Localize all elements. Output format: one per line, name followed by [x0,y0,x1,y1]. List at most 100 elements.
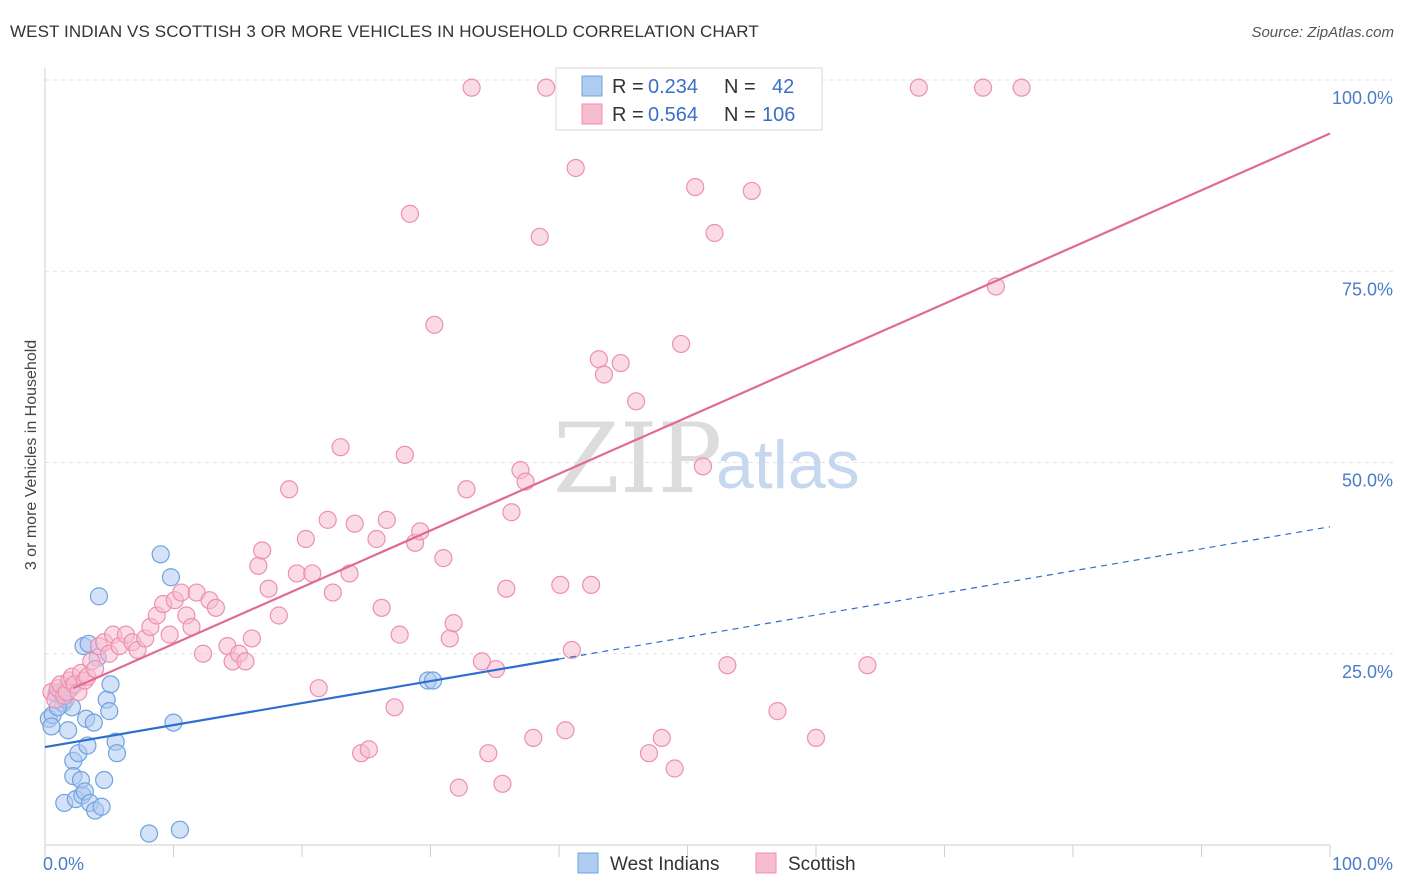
point-scottish [345,514,364,533]
trend-line-west-indians-projected [558,526,1331,660]
point-scottish [425,315,444,334]
point-west-indians [84,713,103,732]
point-scottish [462,78,481,97]
point-scottish [502,503,521,522]
point-scottish [395,445,414,464]
point-scottish [449,778,468,797]
point-west-indians [101,675,120,694]
point-scottish [693,457,713,476]
point-scottish [457,480,476,499]
point-scottish [390,625,409,644]
source-credit: Source: ZipAtlas.com [1251,24,1394,41]
point-west-indians [95,770,114,790]
point-west-indians [100,702,119,721]
point-scottish [377,510,396,529]
x-tick-label-min: 0.0% [43,854,84,874]
legend-n-value-scottish: 106 [762,104,795,126]
point-scottish [236,652,255,671]
watermark-zip: ZIP [553,403,722,515]
point-scottish [160,625,179,644]
y-tick-label-75: 75.0% [1342,279,1393,299]
series-swatch-scottish [755,852,777,874]
y-axis-label: 3 or more Vehicles in Household [23,340,40,570]
legend-r-value-west-indians: 0.234 [648,76,698,98]
y-tick-label-50: 50.0% [1342,471,1393,491]
point-west-indians [164,713,183,732]
legend-r-label-1: R = [612,104,644,126]
legend-swatch-west-indians [581,75,603,97]
legend-r-value-scottish: 0.564 [648,104,698,126]
legend-n-value-west-indians: 42 [772,76,794,98]
point-scottish [249,556,268,575]
point-scottish [287,564,306,583]
point-west-indians [170,820,190,839]
point-scottish [671,334,691,354]
point-scottish [242,629,261,648]
y-tick-label-100: 100.0% [1332,88,1393,108]
point-west-indians [139,824,159,843]
point-scottish [172,583,191,602]
point-scottish [296,529,315,549]
point-scottish [858,656,877,675]
point-scottish [400,204,420,223]
trend-line-west-indians [44,658,560,749]
legend-r-label-0: R = [612,76,644,98]
point-scottish [594,365,614,384]
point-west-indians [42,717,61,736]
chart-title: WEST INDIAN VS SCOTTISH 3 OR MORE VEHICL… [10,22,759,41]
point-scottish [718,656,737,675]
legend: R = 0.234 N = 42 R = 0.564 N = 106 [555,67,823,131]
point-scottish [589,350,608,369]
point-scottish [524,728,543,748]
point-scottish [909,78,928,97]
watermark: ZIP atlas [553,403,860,515]
point-scottish [309,679,328,698]
data-points [39,78,1031,843]
point-scottish [497,579,516,598]
point-scottish [686,178,705,197]
point-west-indians [107,744,127,763]
point-scottish [556,721,575,740]
point-scottish [253,541,272,560]
point-scottish [551,575,570,595]
point-scottish [806,728,826,748]
point-scottish [340,564,359,583]
trend-lines [44,132,1331,749]
point-scottish [705,223,724,243]
point-scottish [665,759,684,778]
gridlines [45,79,1393,655]
point-west-indians [59,721,78,740]
point-scottish [530,227,549,246]
point-scottish [434,549,453,568]
series-swatch-west-indians [577,852,599,874]
series-label-scottish: Scottish [788,854,856,875]
point-scottish [259,579,278,598]
legend-n-label-0: N = [724,76,756,98]
point-scottish [318,510,337,529]
point-scottish [639,744,659,763]
point-scottish [562,640,581,660]
y-tick-label-25: 25.0% [1342,662,1393,682]
point-scottish [1012,78,1031,97]
point-scottish [472,652,491,671]
point-scottish [280,480,299,499]
legend-n-label-1: N = [724,104,756,126]
point-scottish [323,583,342,602]
point-scottish [611,353,630,373]
point-scottish [582,575,601,595]
point-scottish [269,606,288,625]
point-scottish [359,740,378,759]
point-west-indians [92,797,111,816]
point-scottish [331,438,350,457]
point-scottish [768,702,787,721]
watermark-atlas: atlas [716,427,860,503]
point-scottish [742,181,761,201]
point-scottish [566,158,585,178]
point-west-indians [161,568,181,587]
point-scottish [206,598,226,617]
point-scottish [493,774,512,793]
point-scottish [367,529,386,549]
series-legend: West Indians Scottish [577,852,856,875]
trend-line-scottish [72,132,1331,690]
